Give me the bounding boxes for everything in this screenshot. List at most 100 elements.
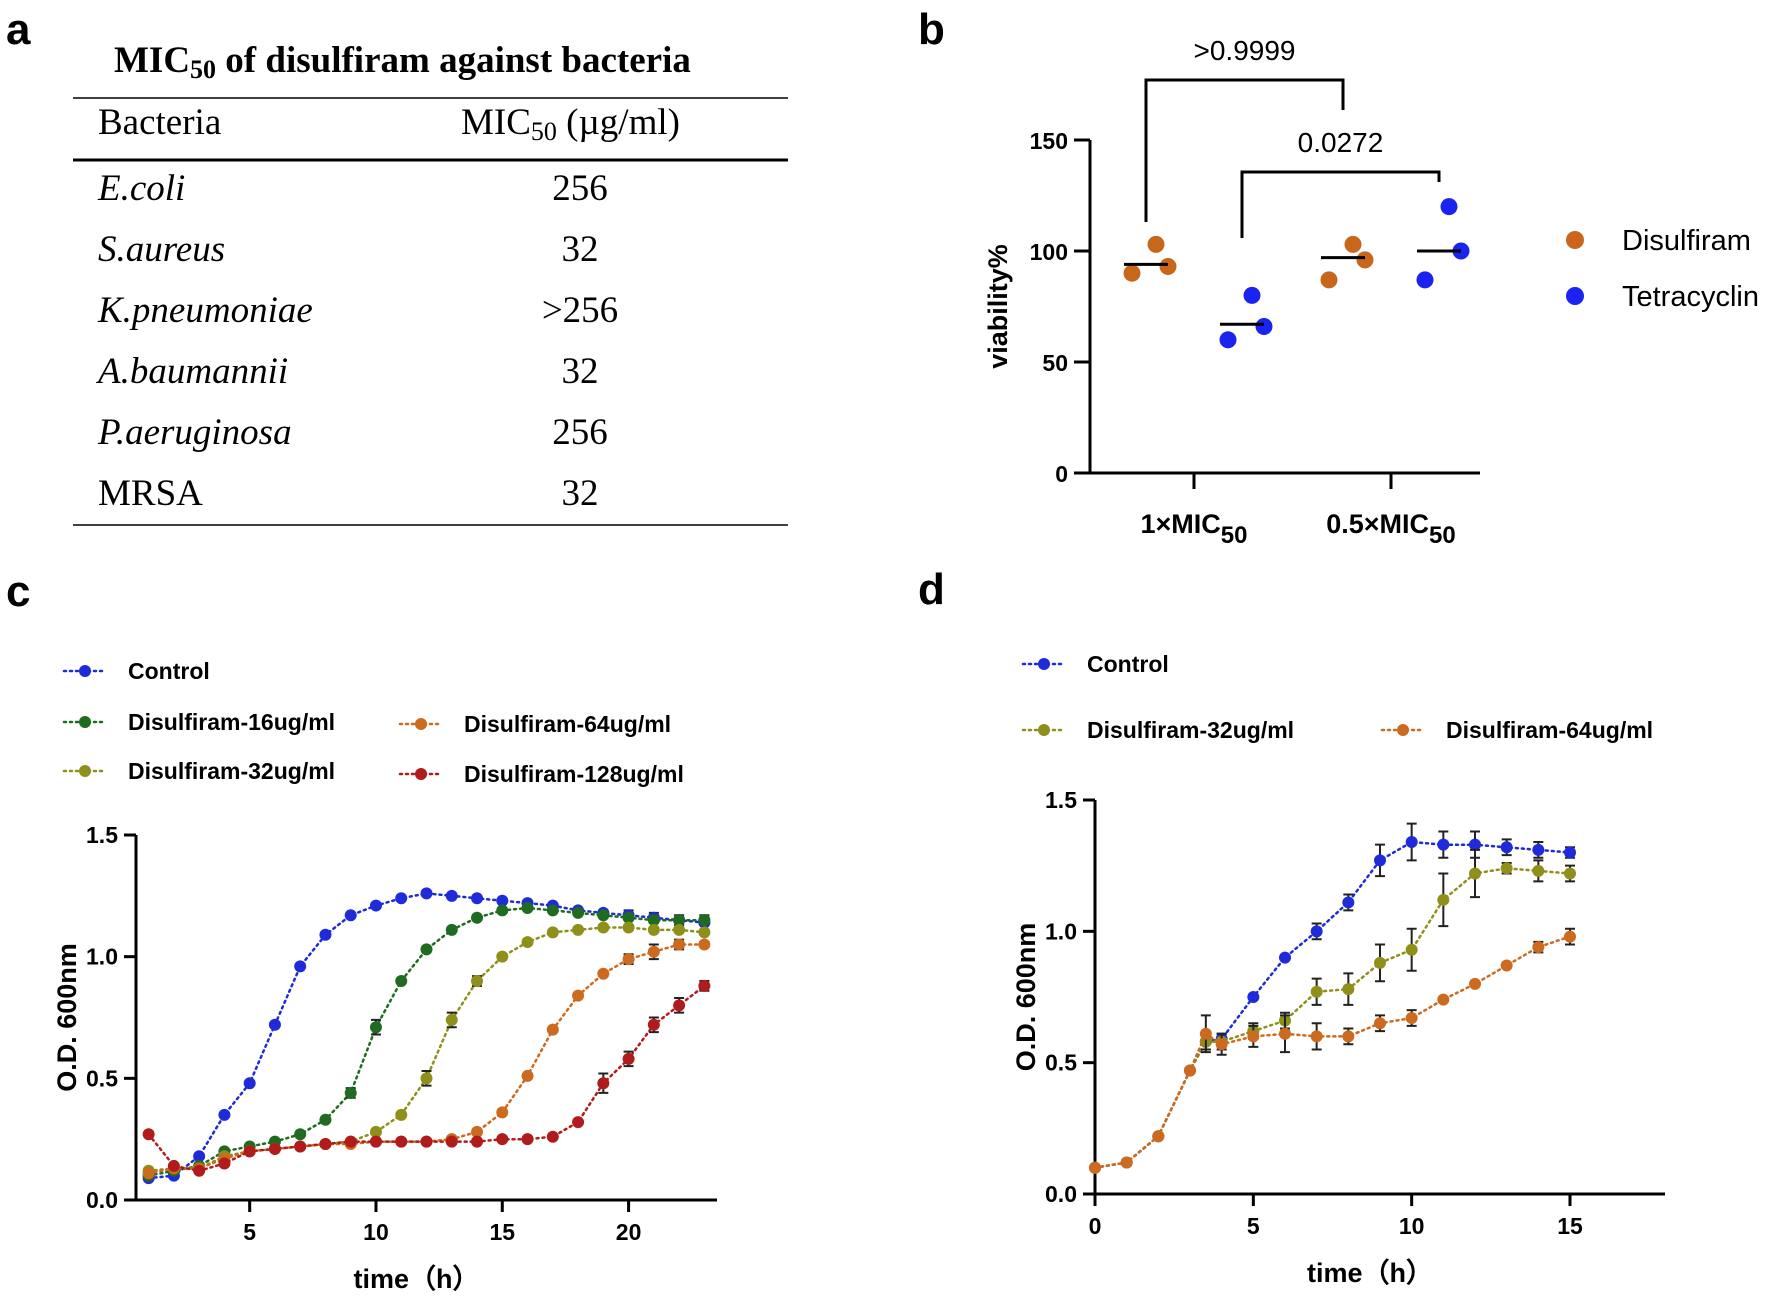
series-line-disulfiram-16ug-ml — [147, 906, 706, 1177]
point-disulfiram-128ug-ml — [420, 1135, 433, 1148]
legend-marker-disulfiram-64ug-ml — [1397, 724, 1409, 736]
table-cell-bacteria: P.aeruginosa — [97, 412, 292, 453]
point-disulfiram-16ug-ml — [673, 914, 686, 927]
x-axis-label: time（h） — [353, 1264, 479, 1294]
point-disulfiram-16ug-ml — [622, 911, 635, 924]
point-disulfiram-128ug-ml — [572, 1116, 585, 1129]
p-value-label: >0.9999 — [1194, 35, 1296, 66]
y-tick-label: 0.0 — [1045, 1181, 1077, 1207]
point-disulfiram-32ug-ml — [496, 950, 509, 963]
legend-marker-control — [1038, 658, 1050, 670]
point-disulfiram-128ug-ml — [647, 1018, 660, 1031]
point-disulfiram-32ug-ml — [1342, 983, 1355, 996]
point-disulfiram-16ug-ml — [395, 975, 408, 987]
point-tetracyclin — [1243, 286, 1261, 304]
point-disulfiram-32ug-ml — [698, 926, 711, 939]
legend-label-disulfiram-64ug-ml: Disulfiram-64ug/ml — [1446, 717, 1653, 743]
point-disulfiram-64ug-ml — [1500, 959, 1513, 972]
point-disulfiram-32ug-ml — [673, 923, 686, 936]
table-header-mic: MIC50 (µg/ml) — [461, 102, 680, 146]
x-tick-label: 5 — [1247, 1213, 1260, 1239]
panel-d-growth-curve: 0.0 0.5 1.0 1.5 0 5 10 15 time（h） O.D. 600nm Contr… — [1011, 651, 1665, 1288]
point-disulfiram-128ug-ml — [597, 1077, 610, 1090]
y-tick-label: 1.5 — [86, 822, 118, 848]
point-control — [243, 1077, 256, 1090]
legend-label-control: Control — [128, 658, 210, 684]
table-cell-bacteria: E.coli — [97, 168, 185, 209]
point-disulfiram-64ug-ml — [1089, 1161, 1101, 1174]
point-control — [1564, 846, 1576, 859]
point-disulfiram-32ug-ml — [597, 921, 610, 934]
point-disulfiram — [1344, 235, 1362, 253]
panel-label-d: d — [918, 565, 945, 614]
x-tick-label: 20 — [616, 1219, 642, 1245]
point-control — [344, 909, 357, 922]
point-control — [1532, 843, 1545, 856]
point-control — [319, 928, 332, 941]
point-disulfiram-32ug-ml — [572, 923, 585, 936]
point-disulfiram-128ug-ml — [167, 1159, 180, 1172]
point-disulfiram-128ug-ml — [546, 1130, 559, 1143]
point-disulfiram-128ug-ml — [622, 1052, 635, 1065]
point-disulfiram-64ug-ml — [1469, 977, 1481, 990]
point-disulfiram-32ug-ml — [369, 1125, 382, 1138]
p-value-label: 0.0272 — [1298, 127, 1384, 158]
table-cell-mic: 32 — [562, 229, 599, 270]
legend-marker-control — [79, 665, 91, 677]
series-line-disulfiram-128ug-ml — [147, 984, 706, 1173]
legend-marker-disulfiram — [1566, 231, 1584, 249]
table-cell-mic: 32 — [562, 351, 599, 392]
point-disulfiram-16ug-ml — [471, 911, 484, 924]
point-tetracyclin — [1416, 271, 1434, 289]
point-disulfiram — [1123, 264, 1141, 282]
point-control — [395, 892, 408, 905]
point-disulfiram-64ug-ml — [647, 945, 660, 958]
point-disulfiram-64ug-ml — [1279, 1027, 1291, 1040]
table-cell-bacteria: K.pneumoniae — [97, 290, 313, 331]
point-tetracyclin — [1255, 317, 1273, 335]
point-disulfiram — [1147, 235, 1165, 253]
x-tick-label-0-5-mic: 0.5×MIC50 — [1326, 509, 1456, 549]
y-tick-label: 1.0 — [1045, 918, 1077, 944]
x-tick-label: 10 — [1399, 1213, 1425, 1239]
y-tick-label: 0.0 — [86, 1187, 118, 1213]
y-axis-label: O.D. 600nm — [52, 943, 82, 1092]
mic-table: MIC50 of disulfiram against bacteria Bac… — [73, 40, 788, 526]
point-disulfiram-16ug-ml — [420, 943, 433, 956]
point-disulfiram-128ug-ml — [496, 1133, 509, 1146]
point-disulfiram-32ug-ml — [1374, 956, 1386, 969]
point-disulfiram-128ug-ml — [319, 1138, 332, 1151]
point-control — [1500, 841, 1513, 854]
point-disulfiram-64ug-ml — [521, 1069, 534, 1082]
legend-label-disulfiram-32ug-ml: Disulfiram-32ug/ml — [1087, 717, 1294, 743]
point-disulfiram-16ug-ml — [597, 909, 610, 922]
y-tick-label: 0 — [1055, 461, 1068, 487]
y-tick-label: 1.0 — [86, 944, 118, 970]
table-cell-mic: 32 — [562, 473, 599, 514]
y-tick-label: 150 — [1030, 128, 1068, 154]
table-cell-mic: >256 — [542, 290, 618, 331]
point-disulfiram-64ug-ml — [1342, 1030, 1355, 1043]
table-title: MIC50 of disulfiram against bacteria — [114, 40, 691, 84]
point-disulfiram-16ug-ml — [647, 914, 660, 927]
legend-marker-tetracyclin — [1566, 287, 1584, 305]
point-disulfiram-128ug-ml — [395, 1135, 408, 1148]
point-disulfiram-32ug-ml — [1564, 867, 1576, 880]
y-axis-label: O.D. 600nm — [1011, 923, 1041, 1072]
panel-label-b: b — [918, 5, 945, 54]
point-disulfiram-32ug-ml — [1405, 943, 1418, 956]
point-control — [496, 894, 509, 907]
point-disulfiram-64ug-ml — [1532, 941, 1545, 954]
point-disulfiram-128ug-ml — [218, 1157, 231, 1170]
point-disulfiram-64ug-ml — [1564, 930, 1576, 943]
point-control — [294, 960, 307, 973]
point-disulfiram-64ug-ml — [1215, 1038, 1228, 1051]
point-disulfiram-16ug-ml — [572, 906, 585, 919]
point-disulfiram-64ug-ml — [622, 953, 635, 966]
point-disulfiram-64ug-ml — [1120, 1156, 1133, 1169]
point-disulfiram-64ug-ml — [496, 1106, 509, 1119]
y-tick-label: 50 — [1042, 350, 1068, 376]
point-disulfiram-128ug-ml — [268, 1142, 281, 1155]
point-disulfiram-64ug-ml — [471, 1125, 484, 1138]
point-disulfiram-16ug-ml — [294, 1128, 307, 1141]
